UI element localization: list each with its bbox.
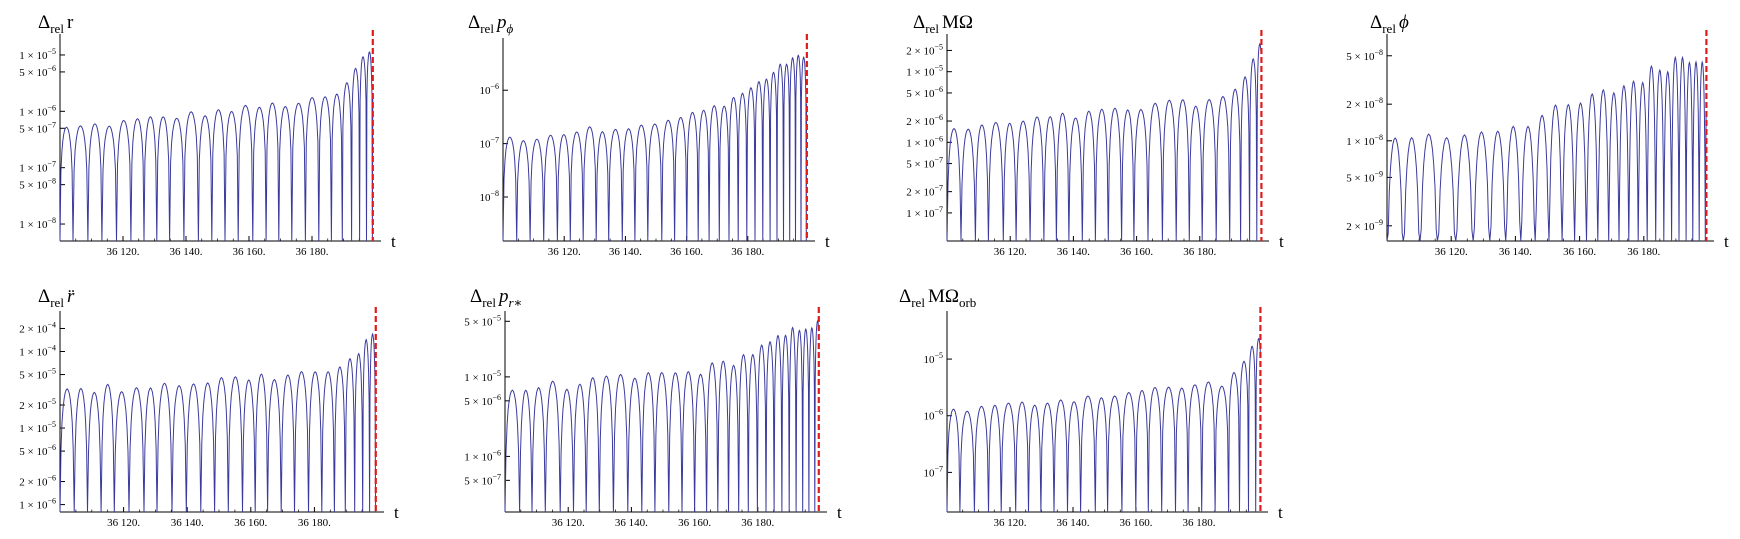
x-tick-label: 36 160. — [670, 246, 703, 258]
chart-panel-4: Δrel ϕ t 36 120. 36 140. 36 160. 36 180. 5 × 10… — [1346, 12, 1729, 258]
y-tick-label: 5 × 10−6 — [19, 64, 56, 79]
y-tick-label: 1 × 10−5 — [464, 369, 501, 384]
x-axis-label: t — [391, 232, 396, 251]
y-tick-label: 1 × 10−6 — [906, 134, 943, 149]
chart-panel-3: Δrel MΩ t 36 120. 36 140. 36 160. 36 180. 2 × 1… — [906, 12, 1284, 258]
panel-title: Δrel MΩorb — [899, 286, 976, 310]
x-axis-label: t — [1278, 503, 1283, 522]
y-tick-label: 5 × 10−5 — [19, 367, 56, 382]
series-line — [59, 51, 374, 242]
x-tick-label: 36 180. — [1183, 517, 1216, 529]
y-tick-label: 2 × 10−8 — [1346, 96, 1383, 111]
x-tick-label: 36 140. — [609, 246, 642, 258]
panel-title: Δrel MΩ — [913, 12, 973, 36]
x-tick-label: 36 120. — [107, 246, 140, 258]
series-line — [502, 54, 808, 242]
x-tick-label: 36 180. — [731, 246, 764, 258]
y-tick-label: 2 × 10−5 — [906, 42, 943, 57]
y-tick-label: 5 × 10−6 — [464, 393, 501, 408]
x-axis-label: t — [394, 503, 399, 522]
x-tick-label: 36 140. — [1057, 517, 1090, 529]
x-axis-label: t — [837, 503, 842, 522]
x-tick-label: 36 120. — [994, 246, 1027, 258]
panel-title: Δrel r — [38, 12, 74, 36]
y-tick-label: 10−6 — [923, 408, 943, 423]
x-tick-label: 36 160. — [1120, 246, 1153, 258]
y-tick-label: 5 × 10−6 — [19, 443, 56, 458]
x-tick-label: 36 180. — [296, 246, 329, 258]
x-axis-label: t — [1279, 232, 1284, 251]
y-tick-label: 1 × 10−5 — [906, 64, 943, 79]
panel-title: Δrel pϕ — [468, 12, 513, 36]
chart-panel-7: Δrel MΩorb t 36 120. 36 140. 36 160. 36 180. 10… — [899, 286, 1283, 529]
x-tick-label: 36 160. — [234, 517, 267, 529]
series-line — [59, 332, 377, 513]
panel-title: Δrel ϕ — [1370, 12, 1409, 36]
y-tick-label: 1 × 10−4 — [19, 344, 56, 359]
y-tick-label: 5 × 10−8 — [1346, 48, 1383, 63]
x-tick-label: 36 140. — [171, 517, 204, 529]
x-tick-label: 36 140. — [170, 246, 203, 258]
y-tick-label: 10−5 — [923, 351, 943, 366]
series-line — [946, 42, 1262, 242]
y-tick-label: 10−8 — [479, 189, 499, 204]
panel-title: Δrel r̈ — [38, 286, 75, 310]
chart-panel-1: Δrel r t 36 120. 36 140. 36 160. 36 180. 1 × 10… — [19, 12, 396, 258]
y-tick-label: 1 × 10−6 — [464, 448, 501, 463]
y-tick-label: 10−7 — [479, 136, 499, 151]
chart-panel-6: Δrel pr∗ t 36 120. 36 140. 36 160. 36 180. 5 × … — [464, 286, 842, 529]
y-tick-label: 2 × 10−9 — [1346, 218, 1383, 233]
panel-title: Δrel pr∗ — [470, 286, 522, 310]
y-tick-label: 2 × 10−4 — [19, 320, 56, 335]
x-tick-label: 36 140. — [1499, 246, 1532, 258]
x-tick-label: 36 120. — [994, 517, 1027, 529]
chart-panel-2: Δrel pϕ t 36 120. 36 140. 36 160. 36 180. 10−6 1… — [468, 12, 830, 258]
x-tick-label: 36 180. — [1183, 246, 1216, 258]
x-tick-label: 36 120. — [548, 246, 581, 258]
y-tick-label: 1 × 10−8 — [19, 216, 56, 231]
y-tick-label: 2 × 10−6 — [906, 113, 943, 128]
y-tick-label: 1 × 10−7 — [19, 160, 56, 175]
y-tick-label: 1 × 10−6 — [19, 497, 56, 512]
series-line — [1386, 55, 1707, 242]
y-tick-label: 5 × 10−7 — [906, 156, 943, 171]
x-tick-label: 36 120. — [107, 517, 140, 529]
x-axis-label: t — [1724, 232, 1729, 251]
x-tick-label: 36 120. — [1435, 246, 1468, 258]
y-tick-label: 1 × 10−8 — [1346, 133, 1383, 148]
y-tick-label: 2 × 10−5 — [19, 397, 56, 412]
y-tick-label: 2 × 10−7 — [906, 184, 943, 199]
x-axis-label: t — [825, 232, 830, 251]
y-tick-label: 1 × 10−5 — [19, 47, 56, 62]
x-tick-label: 36 160. — [678, 517, 711, 529]
y-tick-label: 2 × 10−6 — [19, 474, 56, 489]
y-tick-label: 10−6 — [479, 82, 499, 97]
y-tick-label: 10−7 — [923, 464, 943, 479]
series-line — [504, 319, 820, 513]
y-tick-label: 5 × 10−6 — [906, 85, 943, 100]
x-tick-label: 36 140. — [1057, 246, 1090, 258]
x-tick-label: 36 140. — [615, 517, 648, 529]
y-tick-label: 5 × 10−7 — [464, 472, 501, 487]
series-line — [946, 337, 1261, 513]
y-tick-label: 1 × 10−7 — [906, 205, 943, 220]
y-tick-label: 5 × 10−7 — [19, 120, 56, 135]
y-tick-label: 1 × 10−6 — [19, 103, 56, 118]
y-tick-label: 1 × 10−5 — [19, 420, 56, 435]
y-tick-label: 5 × 10−8 — [19, 177, 56, 192]
x-tick-label: 36 160. — [1563, 246, 1596, 258]
x-tick-label: 36 160. — [1120, 517, 1153, 529]
y-tick-label: 5 × 10−5 — [464, 313, 501, 328]
x-tick-label: 36 180. — [298, 517, 331, 529]
x-tick-label: 36 180. — [1627, 246, 1660, 258]
x-tick-label: 36 120. — [552, 517, 585, 529]
x-tick-label: 36 160. — [233, 246, 266, 258]
chart-panel-5: Δrel r̈ t 36 120. 36 140. 36 160. 36 180. 2 × 1… — [19, 286, 399, 529]
y-tick-label: 5 × 10−9 — [1346, 169, 1383, 184]
x-tick-label: 36 180. — [741, 517, 774, 529]
